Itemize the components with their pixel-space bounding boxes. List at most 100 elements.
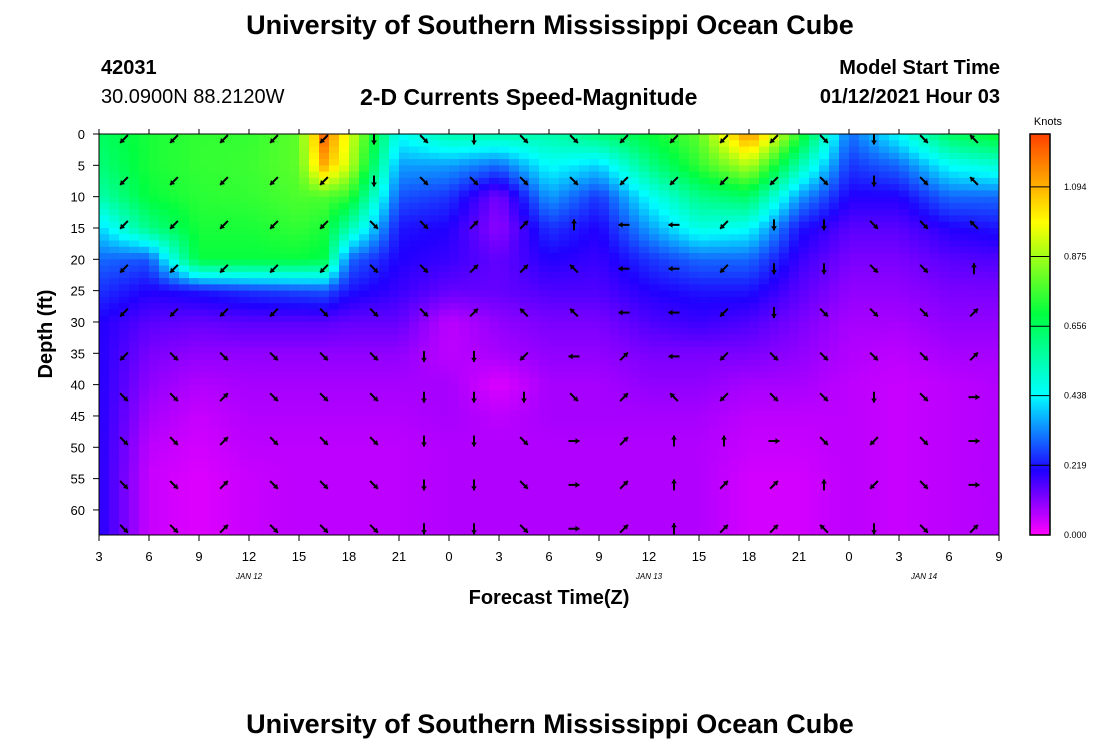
- heatmap-cell: [189, 165, 200, 173]
- heatmap-cell: [129, 453, 140, 461]
- heatmap-cell: [129, 403, 140, 411]
- heatmap-cell: [859, 372, 870, 379]
- heatmap-cell: [189, 309, 200, 317]
- heatmap-cell: [539, 309, 550, 317]
- heatmap-cell: [559, 509, 570, 517]
- heatmap-cell: [459, 190, 470, 198]
- heatmap-cell: [219, 290, 230, 298]
- heatmap-cell: [319, 415, 330, 423]
- heatmap-cell: [309, 240, 320, 248]
- heatmap-cell: [539, 146, 550, 154]
- heatmap-cell: [789, 290, 800, 298]
- heatmap-cell: [249, 240, 260, 248]
- heatmap-cell: [579, 516, 590, 524]
- heatmap-cell: [569, 434, 580, 442]
- heatmap-cell: [199, 441, 210, 448]
- heatmap-cell: [659, 290, 670, 298]
- heatmap-cell: [259, 303, 270, 311]
- heatmap-cell: [159, 190, 170, 198]
- heatmap-cell: [169, 246, 180, 254]
- heatmap-cell: [259, 234, 270, 242]
- heatmap-cell: [639, 146, 650, 154]
- heatmap-cell: [699, 171, 710, 179]
- heatmap-cell: [129, 347, 140, 354]
- heatmap-cell: [239, 390, 250, 398]
- model-start-value: 01/12/2021 Hour 03: [819, 86, 1000, 108]
- heatmap-cell: [319, 215, 330, 223]
- heatmap-cell: [679, 284, 690, 292]
- heatmap-cell: [199, 165, 210, 173]
- heatmap-cell: [519, 409, 530, 417]
- heatmap-cell: [599, 221, 610, 229]
- heatmap-cell: [359, 246, 370, 254]
- heatmap-cell: [359, 466, 370, 473]
- heatmap-cell: [209, 365, 220, 373]
- heatmap-cell: [619, 497, 630, 505]
- heatmap-cell: [839, 265, 850, 273]
- heatmap-cell: [669, 472, 680, 480]
- heatmap-cell: [219, 315, 230, 323]
- heatmap-cell: [429, 240, 440, 248]
- heatmap-cell: [519, 253, 530, 260]
- heatmap-cell: [609, 246, 620, 254]
- heatmap-cell: [509, 315, 520, 323]
- heatmap-cell: [639, 453, 650, 461]
- heatmap-cell: [289, 309, 300, 317]
- heatmap-cell: [379, 159, 390, 166]
- heatmap-cell: [119, 365, 130, 373]
- heatmap-cell: [629, 422, 640, 430]
- heatmap-cell: [689, 146, 700, 154]
- heatmap-cell: [729, 171, 740, 179]
- heatmap-cell: [769, 528, 780, 535]
- heatmap-cell: [849, 428, 860, 436]
- heatmap-cell: [649, 221, 660, 229]
- heatmap-cell: [789, 321, 800, 329]
- heatmap-cell: [179, 284, 190, 292]
- heatmap-cell: [649, 390, 660, 398]
- heatmap-cell: [869, 415, 880, 423]
- heatmap-cell: [469, 453, 480, 461]
- heatmap-cell: [339, 265, 350, 273]
- heatmap-cell: [709, 415, 720, 423]
- heatmap-cell: [679, 353, 690, 361]
- heatmap-cell: [229, 234, 240, 242]
- heatmap-cell: [739, 209, 750, 217]
- heatmap-cell: [489, 403, 500, 411]
- heatmap-cell: [99, 466, 110, 473]
- heatmap-cell: [479, 478, 490, 486]
- heatmap-cell: [809, 159, 820, 166]
- heatmap-cell: [469, 240, 480, 248]
- heatmap-cell: [489, 309, 500, 317]
- heatmap-cell: [499, 196, 510, 204]
- heatmap-cell: [759, 171, 770, 179]
- heatmap-cell: [529, 196, 540, 204]
- heatmap-cell: [669, 409, 680, 417]
- heatmap-cell: [379, 202, 390, 210]
- heatmap-cell: [409, 240, 420, 248]
- heatmap-cell: [279, 441, 290, 448]
- heatmap-cell: [679, 296, 690, 304]
- heatmap-cell: [419, 296, 430, 304]
- heatmap-cell: [269, 509, 280, 517]
- heatmap-cell: [809, 152, 820, 160]
- heatmap-cell: [519, 415, 530, 423]
- heatmap-cell: [779, 278, 790, 285]
- heatmap-cell: [599, 415, 610, 423]
- heatmap-cell: [159, 140, 170, 148]
- heatmap-cell: [349, 240, 360, 248]
- heatmap-cell: [179, 165, 190, 173]
- heatmap-cell: [99, 240, 110, 248]
- heatmap-cell: [559, 428, 570, 436]
- heatmap-cell: [379, 215, 390, 223]
- heatmap-cell: [869, 434, 880, 442]
- heatmap-cell: [509, 309, 520, 317]
- heatmap-cell: [609, 134, 620, 141]
- heatmap-cell: [139, 428, 150, 436]
- heatmap-cell: [289, 503, 300, 511]
- heatmap-cell: [269, 278, 280, 285]
- heatmap-cell: [299, 171, 310, 179]
- heatmap-cell: [399, 472, 410, 480]
- heatmap-cell: [299, 253, 310, 260]
- heatmap-cells: [99, 134, 999, 535]
